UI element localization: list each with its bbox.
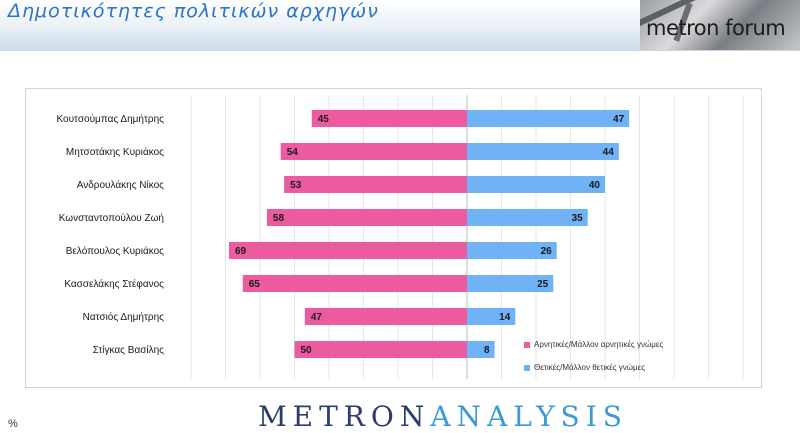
category-label: Στίγκας Βασίλης xyxy=(93,344,165,356)
bar-positive xyxy=(467,308,516,325)
bar-negative xyxy=(280,143,467,160)
logo-part-analysis: ANALYSIS xyxy=(430,400,628,433)
percent-note: % xyxy=(8,418,18,430)
bar-negative xyxy=(242,275,467,292)
metron-analysis-logo: METRONANALYSIS xyxy=(258,402,628,432)
logo-part-metron: METRON xyxy=(258,400,431,433)
legend-label-negative: Αρνητικές/Μάλλον αρνητικές γνώμες xyxy=(534,340,664,349)
bar-negative xyxy=(304,308,467,325)
data-label-negative: 53 xyxy=(290,180,302,191)
popularity-chart: Κουτσούμπας Δημήτρης 45 47 Μητσοτάκης Κυριά… xyxy=(56,95,744,379)
chart-legend: Αρνητικές/Μάλλον αρνητικές γνώμες Θετικέ… xyxy=(524,338,663,384)
header-bar: Δημοτικότητες πολιτικών αρχηγών metron f… xyxy=(0,0,800,51)
data-label-positive: 14 xyxy=(499,312,511,323)
bar-negative xyxy=(294,341,467,358)
category-label: Κασσελάκης Στέφανος xyxy=(64,278,164,290)
bar-positive xyxy=(467,341,495,358)
page-title: Δημοτικότητες πολιτικών αρχηγών xyxy=(8,0,379,22)
category-label: Ανδρουλάκης Νίκος xyxy=(77,179,164,191)
bar-positive xyxy=(467,176,605,193)
data-label-positive: 8 xyxy=(484,345,490,356)
data-label-negative: 47 xyxy=(311,312,323,323)
data-label-positive: 44 xyxy=(603,147,615,158)
data-label-positive: 26 xyxy=(541,246,553,257)
bar-positive xyxy=(467,242,557,259)
bar-negative xyxy=(228,242,467,259)
bar-positive xyxy=(467,275,554,292)
data-label-positive: 35 xyxy=(572,213,584,224)
bar-negative xyxy=(284,176,467,193)
category-label: Κουτσούμπας Δημήτρης xyxy=(56,113,164,125)
data-label-negative: 54 xyxy=(287,147,299,158)
category-label: Μητσοτάκης Κυριάκος xyxy=(66,146,164,158)
data-label-negative: 50 xyxy=(301,345,313,356)
legend-swatch-positive xyxy=(524,364,530,371)
data-label-positive: 47 xyxy=(613,114,625,125)
bar-positive xyxy=(467,143,619,160)
metron-forum-logo: metron forum xyxy=(640,0,800,50)
bar-negative xyxy=(266,209,467,226)
legend-label-positive: Θετικές/Μάλλον θετικές γνώμες xyxy=(534,363,646,372)
data-label-negative: 45 xyxy=(318,114,330,125)
bar-positive xyxy=(467,209,588,226)
chart-frame: Κουτσούμπας Δημήτρης 45 47 Μητσοτάκης Κυριά… xyxy=(25,88,762,388)
legend-item-positive: Θετικές/Μάλλον θετικές γνώμες xyxy=(524,361,663,374)
category-label: Βελόπουλος Κυριάκος xyxy=(66,245,164,257)
category-label: Νατσιός Δημήτρης xyxy=(83,311,165,323)
legend-swatch-negative xyxy=(524,341,530,348)
data-label-negative: 65 xyxy=(249,279,261,290)
bar-negative xyxy=(311,110,467,127)
data-label-negative: 69 xyxy=(235,246,247,257)
data-label-positive: 40 xyxy=(589,180,601,191)
category-label: Κωνσταντοπούλου Ζωή xyxy=(59,212,164,224)
data-label-negative: 58 xyxy=(273,213,285,224)
data-label-positive: 25 xyxy=(537,279,549,290)
logo-text: metron forum xyxy=(646,16,786,40)
bar-positive xyxy=(467,110,630,127)
legend-item-negative: Αρνητικές/Μάλλον αρνητικές γνώμες xyxy=(524,338,663,351)
